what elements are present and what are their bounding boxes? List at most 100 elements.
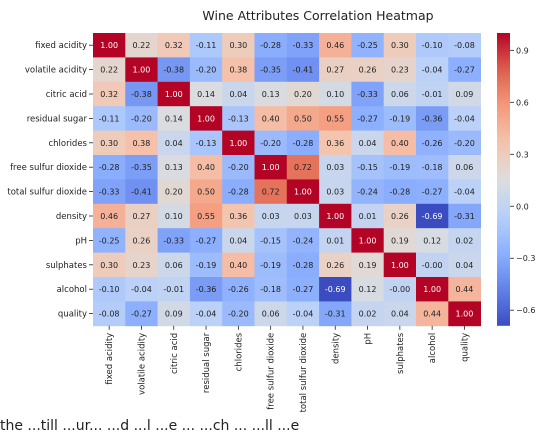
heatmap-cell — [286, 33, 320, 58]
cell-value-label: -0.31 — [454, 212, 475, 221]
cell-value-label: 0.04 — [229, 90, 247, 99]
heatmap-cell — [286, 179, 320, 205]
heatmap-cell — [254, 252, 288, 278]
cell-value-label: 0.26 — [326, 261, 344, 270]
cell-value-label: 0.12 — [423, 236, 441, 245]
heatmap-cell — [254, 301, 288, 327]
heatmap-cell — [125, 179, 158, 205]
colorbar-tick-label: 0.6 — [516, 98, 529, 107]
heatmap-cell — [319, 228, 352, 253]
heatmap-cell — [416, 57, 449, 83]
heatmap-cell — [93, 106, 126, 131]
cell-value-label: 0.22 — [100, 66, 118, 75]
cell-value-label: 1.00 — [100, 41, 118, 50]
cell-value-label: -0.04 — [422, 66, 443, 75]
heatmap-cell — [254, 155, 288, 180]
heatmap-cell — [416, 277, 449, 302]
heatmap-cell — [125, 57, 158, 83]
heatmap-cell — [157, 81, 191, 107]
cell-value-label: -0.01 — [163, 285, 184, 294]
cell-value-label: 1.00 — [359, 236, 377, 245]
cell-value-label: -0.33 — [99, 188, 120, 197]
cell-value-label: -0.15 — [357, 163, 378, 172]
cell-value-label: 0.26 — [133, 236, 151, 245]
cell-value-label: -0.18 — [422, 163, 443, 172]
cell-value-label: 1.00 — [197, 114, 215, 123]
heatmap-cell — [319, 179, 352, 205]
cell-value-label: 0.23 — [391, 66, 409, 75]
heatmap-cell — [189, 130, 223, 156]
heatmap-cell — [125, 155, 158, 180]
heatmap-cell — [93, 252, 126, 278]
x-tick-label: free sulfur dioxide — [267, 333, 277, 410]
x-tick-label: alcohol — [428, 333, 438, 363]
heatmap-cell — [286, 203, 320, 229]
cell-value-label: -0.15 — [260, 236, 281, 245]
heatmap-cell — [157, 57, 191, 83]
cell-value-label: -0.31 — [325, 310, 346, 319]
heatmap-cell — [157, 179, 191, 205]
heatmap-cell — [189, 81, 223, 107]
cell-value-label: -0.41 — [293, 66, 314, 75]
x-tick-label: volatile acidity — [137, 333, 147, 395]
y-tick-label: volatile acidity — [25, 66, 87, 76]
cell-value-label: 1.00 — [229, 139, 247, 148]
heatmap-cell — [125, 277, 158, 302]
heatmap-cell — [383, 106, 417, 131]
x-tick-label: sulphates — [396, 332, 406, 374]
heatmap-cell — [383, 130, 417, 156]
heatmap-cell — [93, 179, 126, 205]
heatmap-cell — [286, 252, 320, 278]
cell-value-label: 0.14 — [165, 114, 183, 123]
x-tick-label: density — [331, 333, 341, 364]
cell-value-label: -0.04 — [454, 188, 475, 197]
heatmap-cell — [189, 228, 223, 253]
heatmap-cell — [93, 81, 126, 107]
y-tick-label: pH — [75, 236, 87, 246]
heatmap-cell — [448, 33, 481, 58]
colorbar-tick-label: −0.6 — [516, 306, 535, 315]
heatmap-cell — [319, 106, 352, 131]
heatmap-cell — [222, 33, 255, 58]
cell-value-label: -0.38 — [163, 66, 184, 75]
heatmap-cell — [286, 81, 320, 107]
cell-value-label: 0.44 — [423, 310, 441, 319]
heatmap-cell — [448, 106, 481, 131]
cell-value-label: 0.20 — [165, 188, 183, 197]
heatmap-cell — [383, 228, 417, 253]
heatmap-cell — [383, 203, 417, 229]
cell-value-label: 1.00 — [294, 188, 312, 197]
cell-value-label: 0.40 — [262, 114, 280, 123]
x-axis-ticks: fixed acidity volatile acidity citric acid… — [105, 325, 470, 412]
heatmap-cell — [222, 106, 255, 131]
cell-value-label: 0.44 — [456, 285, 474, 294]
cell-value-label: -0.20 — [131, 114, 152, 123]
y-tick-label: alcohol — [57, 285, 87, 295]
heatmap-cell — [416, 228, 449, 253]
cell-value-label: 0.72 — [262, 188, 280, 197]
heatmap-cell — [157, 33, 191, 58]
cell-value-label: 0.04 — [456, 261, 474, 270]
heatmap-cell — [189, 179, 223, 205]
cell-value-label: -0.20 — [228, 163, 249, 172]
cell-value-label: 0.10 — [165, 212, 183, 221]
heatmap-cell — [157, 252, 191, 278]
cell-value-label: 0.02 — [359, 310, 377, 319]
cell-value-label: -0.19 — [196, 261, 217, 270]
heatmap-cell — [351, 228, 385, 253]
cell-value-label: 0.72 — [294, 163, 312, 172]
heatmap-cell — [222, 81, 255, 107]
heatmap-cell — [189, 277, 223, 302]
cell-value-label: 0.55 — [197, 212, 215, 221]
cell-value-label: -0.28 — [99, 163, 120, 172]
cell-value-label: 0.30 — [100, 261, 118, 270]
cell-value-label: 0.14 — [197, 90, 215, 99]
heatmap-cell — [383, 301, 417, 327]
cell-value-label: -0.36 — [196, 285, 217, 294]
correlation-heatmap-chart: Wine Attributes Correlation Heatmap 1.00… — [7, 8, 535, 412]
heatmap-cell — [222, 130, 255, 156]
heatmap-cell — [286, 228, 320, 253]
heatmap-cell — [319, 130, 352, 156]
cell-value-label: -0.27 — [293, 285, 314, 294]
cell-value-label: 0.03 — [326, 163, 344, 172]
